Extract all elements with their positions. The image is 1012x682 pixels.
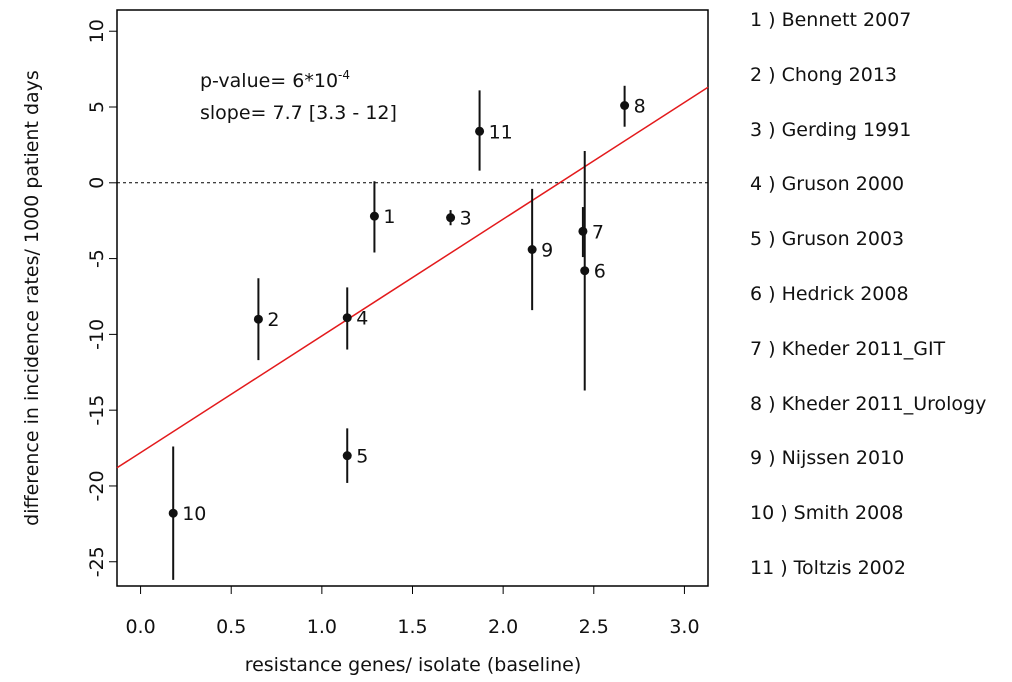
x-tick-label: 1.0 [307, 616, 337, 638]
point-label: 8 [634, 95, 646, 117]
point-label: 1 [383, 206, 395, 228]
legend-item: 1 ) Bennett 2007 [750, 9, 912, 31]
x-tick-label: 2.5 [579, 616, 609, 638]
legend-item: 3 ) Gerding 1991 [750, 118, 912, 141]
point-marker [475, 126, 485, 136]
study-point-4: 4 [342, 287, 368, 350]
y-tick-label: 10 [86, 19, 108, 43]
plot-frame [116, 9, 709, 587]
point-marker [580, 266, 590, 276]
y-tick-label: -25 [86, 546, 108, 577]
point-label: 5 [356, 446, 368, 468]
slope-annotation: slope= 7.7 [3.3 - 12] [200, 102, 397, 124]
y-tick-label: -5 [86, 249, 108, 268]
point-label: 4 [356, 308, 368, 330]
study-point-9: 9 [527, 188, 553, 311]
legend-item: 5 ) Gruson 2003 [750, 228, 905, 251]
x-tick-label: 0.0 [125, 616, 155, 638]
point-marker [369, 211, 379, 221]
legend-item: 11 ) Toltzis 2002 [750, 557, 906, 579]
legend-item: 7 ) Kheder 2011_GIT [750, 337, 946, 360]
point-label: 10 [182, 503, 206, 525]
y-tick-label: -10 [86, 319, 108, 350]
study-point-7: 7 [578, 207, 604, 258]
study-point-10: 10 [168, 446, 206, 580]
point-label: 9 [541, 239, 553, 261]
x-tick-label: 3.0 [669, 616, 699, 638]
point-marker [578, 226, 588, 236]
point-marker [342, 451, 352, 461]
point-marker [342, 313, 352, 323]
legend-item: 10 ) Smith 2008 [750, 502, 904, 525]
study-point-2: 2 [253, 278, 279, 361]
legend-item: 9 ) Nijssen 2010 [750, 447, 905, 470]
y-axis: -25 -20 -15 -10 -5 0 5 10 [86, 19, 117, 577]
study-point-8: 8 [620, 85, 646, 127]
y-tick-label: -15 [86, 395, 108, 426]
legend-item: 4 ) Gruson 2000 [750, 173, 905, 196]
x-tick-label: 2.0 [488, 616, 518, 638]
point-marker [168, 508, 178, 518]
legend-item: 6 ) Hedrick 2008 [750, 283, 909, 305]
study-point-6: 6 [580, 150, 606, 391]
point-label: 3 [460, 208, 472, 230]
x-tick-label: 0.5 [216, 616, 246, 638]
legend-item: 8 ) Kheder 2011_Urology [750, 392, 987, 415]
y-axis-label: difference in incidence rates/ 1000 pati… [21, 70, 43, 526]
regression-line [116, 86, 709, 469]
point-label: 2 [267, 309, 279, 331]
x-axis: 0.0 0.5 1.0 1.5 2.0 2.5 3.0 [125, 586, 700, 638]
point-marker [620, 100, 630, 110]
point-label: 11 [489, 121, 513, 143]
study-point-5: 5 [342, 428, 368, 483]
point-label: 7 [592, 221, 604, 243]
data-points: 1 2 3 4 5 6 7 8 9 10 11 [168, 85, 646, 580]
y-tick-label: 0 [86, 177, 108, 189]
x-axis-label: resistance genes/ isolate (baseline) [245, 654, 582, 676]
x-tick-label: 1.5 [397, 616, 427, 638]
y-tick-label: -20 [86, 470, 108, 501]
point-marker [446, 213, 456, 223]
study-point-1: 1 [369, 181, 396, 253]
pvalue-annotation: p-value= 6*10-4 [200, 68, 350, 92]
study-point-11: 11 [475, 90, 513, 171]
point-marker [527, 244, 537, 254]
point-marker [253, 314, 263, 324]
point-label: 6 [594, 261, 606, 283]
y-tick-label: 5 [86, 101, 108, 113]
study-point-3: 3 [446, 208, 472, 230]
legend-item: 2 ) Chong 2013 [750, 63, 898, 86]
